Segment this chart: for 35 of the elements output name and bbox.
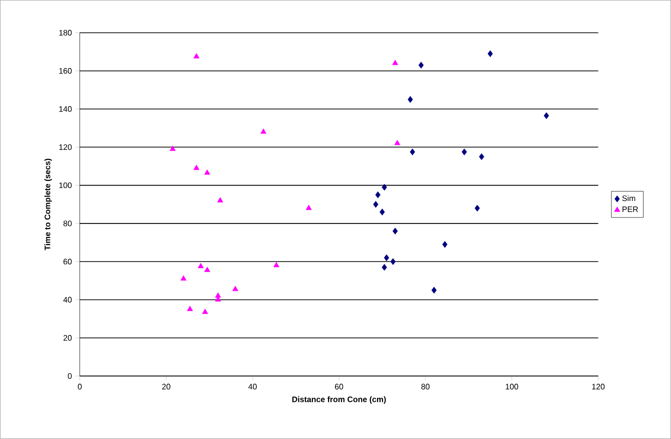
point bbox=[170, 146, 176, 151]
point bbox=[180, 275, 186, 281]
point bbox=[232, 286, 238, 292]
point bbox=[478, 153, 484, 160]
point bbox=[442, 241, 448, 248]
point bbox=[408, 96, 413, 103]
point bbox=[193, 164, 200, 170]
point bbox=[382, 184, 387, 191]
point bbox=[380, 208, 385, 216]
point bbox=[198, 263, 204, 268]
point bbox=[273, 262, 280, 268]
point bbox=[394, 140, 400, 146]
point bbox=[375, 192, 380, 198]
point bbox=[373, 201, 378, 208]
point bbox=[384, 254, 390, 262]
point bbox=[260, 128, 266, 134]
point bbox=[217, 197, 224, 202]
point bbox=[544, 112, 549, 120]
point bbox=[390, 258, 396, 266]
point bbox=[462, 148, 467, 156]
point bbox=[382, 264, 387, 271]
point bbox=[392, 228, 398, 235]
point bbox=[202, 308, 208, 314]
point bbox=[204, 170, 210, 175]
point bbox=[306, 204, 312, 210]
point bbox=[410, 148, 416, 156]
point bbox=[204, 266, 210, 272]
point bbox=[474, 204, 480, 212]
point bbox=[431, 286, 437, 294]
point bbox=[488, 50, 493, 58]
point bbox=[392, 60, 398, 66]
point bbox=[186, 306, 193, 312]
point bbox=[215, 292, 221, 298]
point bbox=[193, 53, 200, 58]
point bbox=[418, 62, 424, 69]
